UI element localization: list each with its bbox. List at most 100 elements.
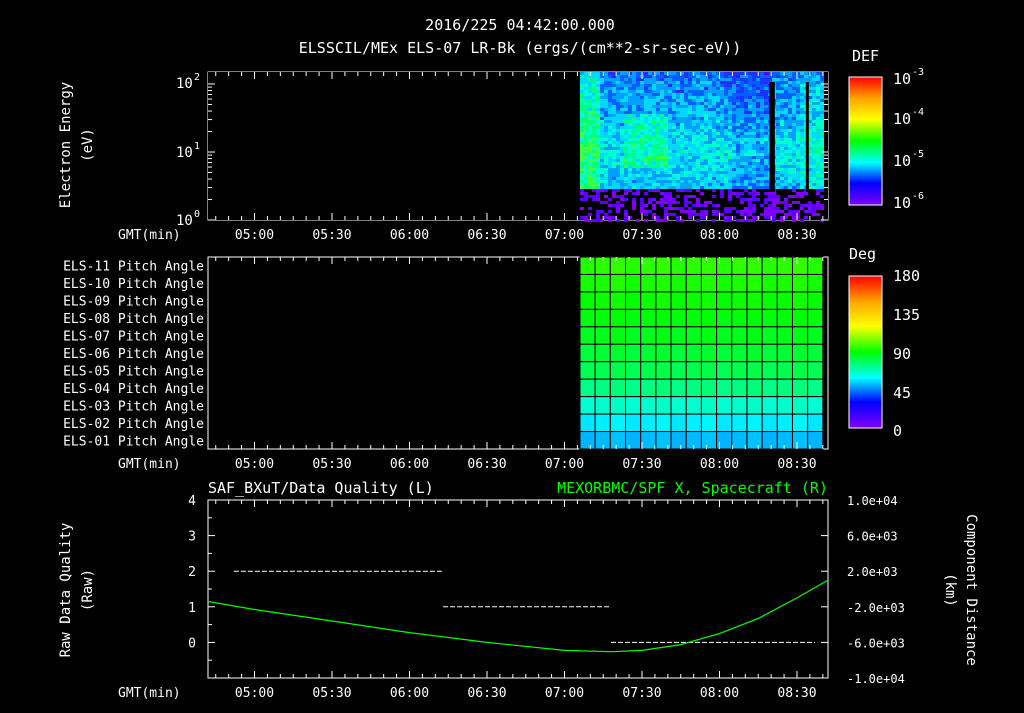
spectrogram-cell [784, 81, 788, 84]
spectrogram-cell [640, 207, 644, 210]
spectrogram-cell [760, 90, 764, 93]
spectrogram-cell [632, 177, 636, 180]
spectrogram-cell [792, 153, 796, 156]
spectrogram-cell [784, 156, 788, 159]
spectrogram-cell [796, 174, 800, 177]
spectrogram-cell [700, 78, 704, 81]
spectrogram-cell [784, 96, 788, 99]
spectrogram-cell [580, 120, 584, 123]
spectrogram-cell [608, 204, 612, 207]
spectrogram-cell [736, 171, 740, 174]
spectrogram-cell [792, 117, 796, 120]
spectrogram-cell [640, 96, 644, 99]
spectrogram-cell [716, 135, 720, 138]
spectrogram-cell [700, 138, 704, 141]
spectrogram-cell [620, 195, 624, 198]
spectrogram-cell [764, 171, 768, 174]
spectrogram-cell [692, 132, 696, 135]
spectrogram-cell [748, 72, 752, 75]
spectrogram-cell [652, 138, 656, 141]
spectrogram-cell [748, 198, 752, 201]
spectrogram-cell [728, 144, 732, 147]
spectrogram-cell [652, 75, 656, 78]
spectrogram-cell [672, 147, 676, 150]
x-tick-label: 06:00 [390, 228, 429, 243]
pitch-cell [716, 378, 733, 398]
pitch-cell [670, 378, 687, 398]
pitch-cell [761, 256, 778, 275]
spectrogram-cell [676, 75, 680, 78]
spectrogram-cell [784, 213, 788, 216]
spectrogram-cell [776, 75, 780, 78]
spectrogram-cell [616, 177, 620, 180]
spectrogram-cell [620, 168, 624, 171]
spectrogram-cell [636, 108, 640, 111]
spectrogram-cell [768, 72, 772, 75]
spectrogram-cell [764, 99, 768, 102]
spectrogram-cell [812, 108, 816, 111]
spectrogram-cell [800, 105, 804, 108]
spectrogram-cell [612, 114, 616, 117]
spectrogram-cell [724, 183, 728, 186]
spectrogram-cell [752, 78, 756, 81]
spectrogram-cell [660, 96, 664, 99]
spectrogram-cell [744, 96, 748, 99]
spectrogram-cell [588, 180, 592, 183]
spectrogram-cell [668, 186, 672, 189]
spectrogram-cell [676, 153, 680, 156]
spectrogram-cell [600, 78, 604, 81]
spectrogram-cell [624, 159, 628, 162]
spectrogram-cell [780, 159, 784, 162]
spectrogram-cell [684, 93, 688, 96]
spectrogram-cell [776, 147, 780, 150]
pitch-cell [791, 326, 809, 345]
pitch-cell [776, 273, 793, 293]
spectrogram-cell [748, 123, 752, 126]
spectrogram-cell [760, 84, 764, 87]
pitch-cell [731, 396, 748, 415]
spectrogram-cell [816, 111, 820, 114]
spectrogram-cell [744, 162, 748, 165]
spectrogram-cell [760, 186, 764, 189]
spectrogram-cell [704, 165, 708, 168]
spectrogram-cell [764, 117, 768, 120]
spectrogram-cell [660, 219, 664, 222]
spectrogram-cell [752, 204, 756, 207]
spectrogram-cell [776, 156, 780, 159]
spectrogram-cell [584, 72, 588, 75]
spectrogram-cell [776, 162, 780, 165]
spectrogram-cell [756, 138, 760, 141]
spectrogram-cell [652, 213, 656, 216]
spectrogram-cell [728, 147, 732, 150]
spectrogram-cell [792, 126, 796, 129]
spectrogram-cell [816, 96, 820, 99]
spectrogram-cell [740, 147, 744, 150]
spectrogram-cell [720, 141, 724, 144]
spectrogram-cell [632, 204, 636, 207]
spectrogram-cell [608, 123, 612, 126]
spectrogram-cell [728, 114, 732, 117]
spectrogram-cell [736, 75, 740, 78]
spectrogram-cell [664, 135, 668, 138]
spectrogram-cell [684, 168, 688, 171]
spectrogram-cell [652, 81, 656, 84]
spectrogram-cell [712, 195, 716, 198]
spectrogram-cell [616, 72, 620, 75]
spectrogram-cell [636, 150, 640, 153]
spectrogram-cell [820, 102, 824, 105]
spectrogram-cell [644, 219, 648, 222]
spectrogram-cell [728, 135, 732, 138]
spectrogram-cell [596, 213, 600, 216]
spectrogram-cell [584, 180, 588, 183]
spectrogram-cell [596, 105, 600, 108]
energy-ytick-exp: 2 [194, 72, 200, 83]
spectrogram-cell [780, 135, 784, 138]
pitch-cell [685, 378, 702, 398]
spectrogram-cell [756, 84, 760, 87]
spectrogram-cell [728, 153, 732, 156]
spectrogram-gap [805, 82, 809, 192]
spectrogram-cell [628, 156, 632, 159]
spectrogram-cell [656, 219, 660, 222]
spectrogram-cell [736, 153, 740, 156]
spectrogram-cell [620, 93, 624, 96]
